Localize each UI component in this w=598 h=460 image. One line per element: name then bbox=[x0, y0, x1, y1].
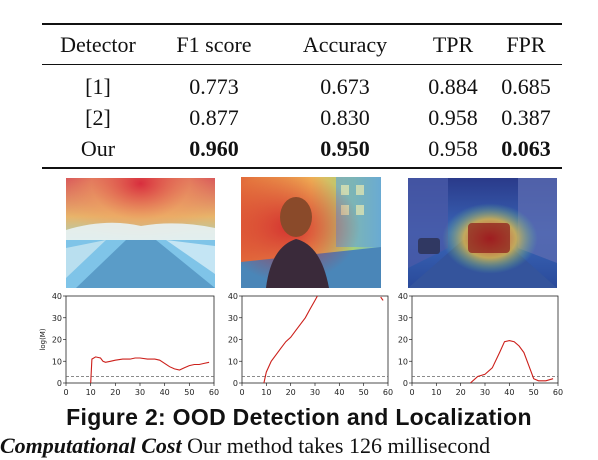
x-tick-label: 10 bbox=[431, 388, 441, 397]
cell-fpr: 0.063 bbox=[501, 136, 551, 161]
heatmap-image-car bbox=[408, 178, 557, 288]
cell-detector: [1] bbox=[85, 74, 111, 99]
x-tick-label: 40 bbox=[504, 388, 514, 397]
header-tpr: TPR bbox=[432, 32, 474, 57]
table-row: [2] 0.877 0.830 0.958 0.387 bbox=[42, 103, 562, 133]
paragraph-text: Our method takes 126 millisecond bbox=[181, 433, 491, 458]
series-line bbox=[90, 356, 210, 384]
x-tick-label: 20 bbox=[286, 388, 296, 397]
plot-3: 0 10 20 30 40 50 60 0 10 20 30 40 bbox=[392, 290, 567, 400]
plot-frame bbox=[411, 295, 559, 384]
paragraph-lead: Computational Cost bbox=[0, 433, 182, 458]
table-row: Our 0.960 0.950 0.958 0.063 bbox=[42, 134, 562, 164]
table-header-rule bbox=[42, 64, 562, 65]
cell-tpr: 0.958 bbox=[428, 136, 478, 161]
heatmap-image-person bbox=[241, 177, 381, 288]
figure-caption: Figure 2: OOD Detection and Localization bbox=[66, 404, 532, 430]
y-tick-label: 30 bbox=[52, 314, 62, 323]
body-paragraph: Computational Cost Our method takes 126 … bbox=[0, 433, 598, 459]
y-axis-label: log(M) bbox=[39, 328, 47, 350]
x-tick-label: 50 bbox=[359, 388, 369, 397]
cell-fpr: 0.685 bbox=[501, 74, 551, 99]
y-tick-label: 40 bbox=[228, 292, 238, 301]
table-top-rule bbox=[42, 23, 562, 25]
x-tick-label: 0 bbox=[239, 388, 244, 397]
x-tick-label: 20 bbox=[110, 388, 120, 397]
y-tick-label: 0 bbox=[233, 379, 238, 388]
cell-f1: 0.960 bbox=[189, 136, 239, 161]
x-tick-label: 0 bbox=[63, 388, 68, 397]
cell-f1: 0.773 bbox=[189, 74, 239, 99]
cell-tpr: 0.884 bbox=[428, 74, 478, 99]
y-tick-label: 40 bbox=[52, 292, 62, 301]
x-tick-label: 50 bbox=[184, 388, 194, 397]
cell-detector: [2] bbox=[85, 105, 111, 130]
x-tick-label: 10 bbox=[261, 388, 271, 397]
line-chart-1: 0 10 20 30 40 50 60 0 10 20 30 40 log(M) bbox=[39, 292, 219, 397]
y-tick-label: 40 bbox=[398, 292, 408, 301]
x-tick-label: 50 bbox=[529, 388, 539, 397]
y-tick-label: 20 bbox=[52, 336, 62, 345]
table-header-row: Detector F1 score Accuracy TPR FPR bbox=[42, 30, 562, 60]
y-tick-label: 10 bbox=[398, 357, 408, 366]
cell-accuracy: 0.950 bbox=[320, 136, 370, 161]
cell-accuracy: 0.673 bbox=[320, 74, 370, 99]
y-tick-label: 30 bbox=[398, 314, 408, 323]
x-tick-label: 30 bbox=[135, 388, 145, 397]
plot-frame bbox=[241, 295, 389, 384]
x-tick-label: 40 bbox=[334, 388, 344, 397]
line-chart-2: 0 10 20 30 40 50 60 0 10 20 30 40 bbox=[228, 292, 393, 397]
plot-2: 0 10 20 30 40 50 60 0 10 20 30 40 bbox=[224, 290, 394, 400]
plot-frame bbox=[65, 295, 215, 384]
y-tick-label: 20 bbox=[398, 336, 408, 345]
clipped-heading bbox=[0, 0, 598, 12]
x-tick-label: 20 bbox=[456, 388, 466, 397]
y-tick-label: 30 bbox=[228, 314, 238, 323]
x-tick-label: 60 bbox=[553, 388, 563, 397]
header-fpr: FPR bbox=[506, 32, 546, 57]
series-line bbox=[470, 340, 554, 384]
cell-f1: 0.877 bbox=[189, 105, 239, 130]
x-tick-label: 30 bbox=[480, 388, 490, 397]
header-detector: Detector bbox=[60, 32, 136, 57]
y-tick-label: 0 bbox=[57, 379, 62, 388]
series-line bbox=[263, 295, 318, 384]
y-tick-label: 0 bbox=[403, 379, 408, 388]
x-tick-label: 30 bbox=[310, 388, 320, 397]
header-accuracy: Accuracy bbox=[302, 32, 388, 57]
cell-fpr: 0.387 bbox=[501, 105, 551, 130]
x-tick-label: 0 bbox=[409, 388, 414, 397]
table-row: [1] 0.773 0.673 0.884 0.685 bbox=[42, 72, 562, 102]
table-bottom-rule bbox=[42, 167, 562, 169]
y-tick-label: 10 bbox=[52, 357, 62, 366]
cell-detector: Our bbox=[80, 136, 116, 161]
header-f1: F1 score bbox=[176, 32, 252, 57]
heatmap-image-snow-road bbox=[66, 178, 215, 288]
cell-tpr: 0.958 bbox=[428, 105, 478, 130]
cell-accuracy: 0.830 bbox=[320, 105, 370, 130]
x-tick-label: 10 bbox=[86, 388, 96, 397]
line-chart-3: 0 10 20 30 40 50 60 0 10 20 30 40 bbox=[398, 292, 563, 397]
x-tick-label: 60 bbox=[209, 388, 219, 397]
y-tick-label: 20 bbox=[228, 336, 238, 345]
y-tick-label: 10 bbox=[228, 357, 238, 366]
series-line bbox=[380, 296, 384, 301]
x-tick-label: 40 bbox=[160, 388, 170, 397]
x-tick-label: 60 bbox=[383, 388, 393, 397]
plot-1: 0 10 20 30 40 50 60 0 10 20 30 40 log(M) bbox=[38, 290, 220, 400]
